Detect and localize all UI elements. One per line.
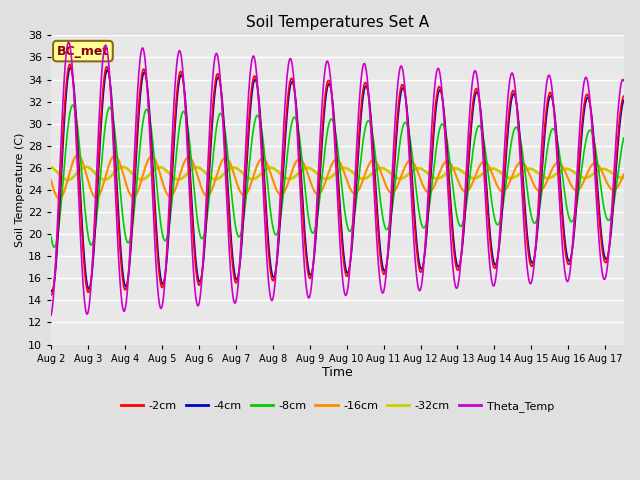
Legend: -2cm, -4cm, -8cm, -16cm, -32cm, Theta_Temp: -2cm, -4cm, -8cm, -16cm, -32cm, Theta_Te… [116, 396, 558, 416]
Y-axis label: Soil Temperature (C): Soil Temperature (C) [15, 133, 25, 247]
Text: BC_met: BC_met [57, 45, 109, 58]
Title: Soil Temperatures Set A: Soil Temperatures Set A [246, 15, 429, 30]
X-axis label: Time: Time [322, 366, 353, 379]
